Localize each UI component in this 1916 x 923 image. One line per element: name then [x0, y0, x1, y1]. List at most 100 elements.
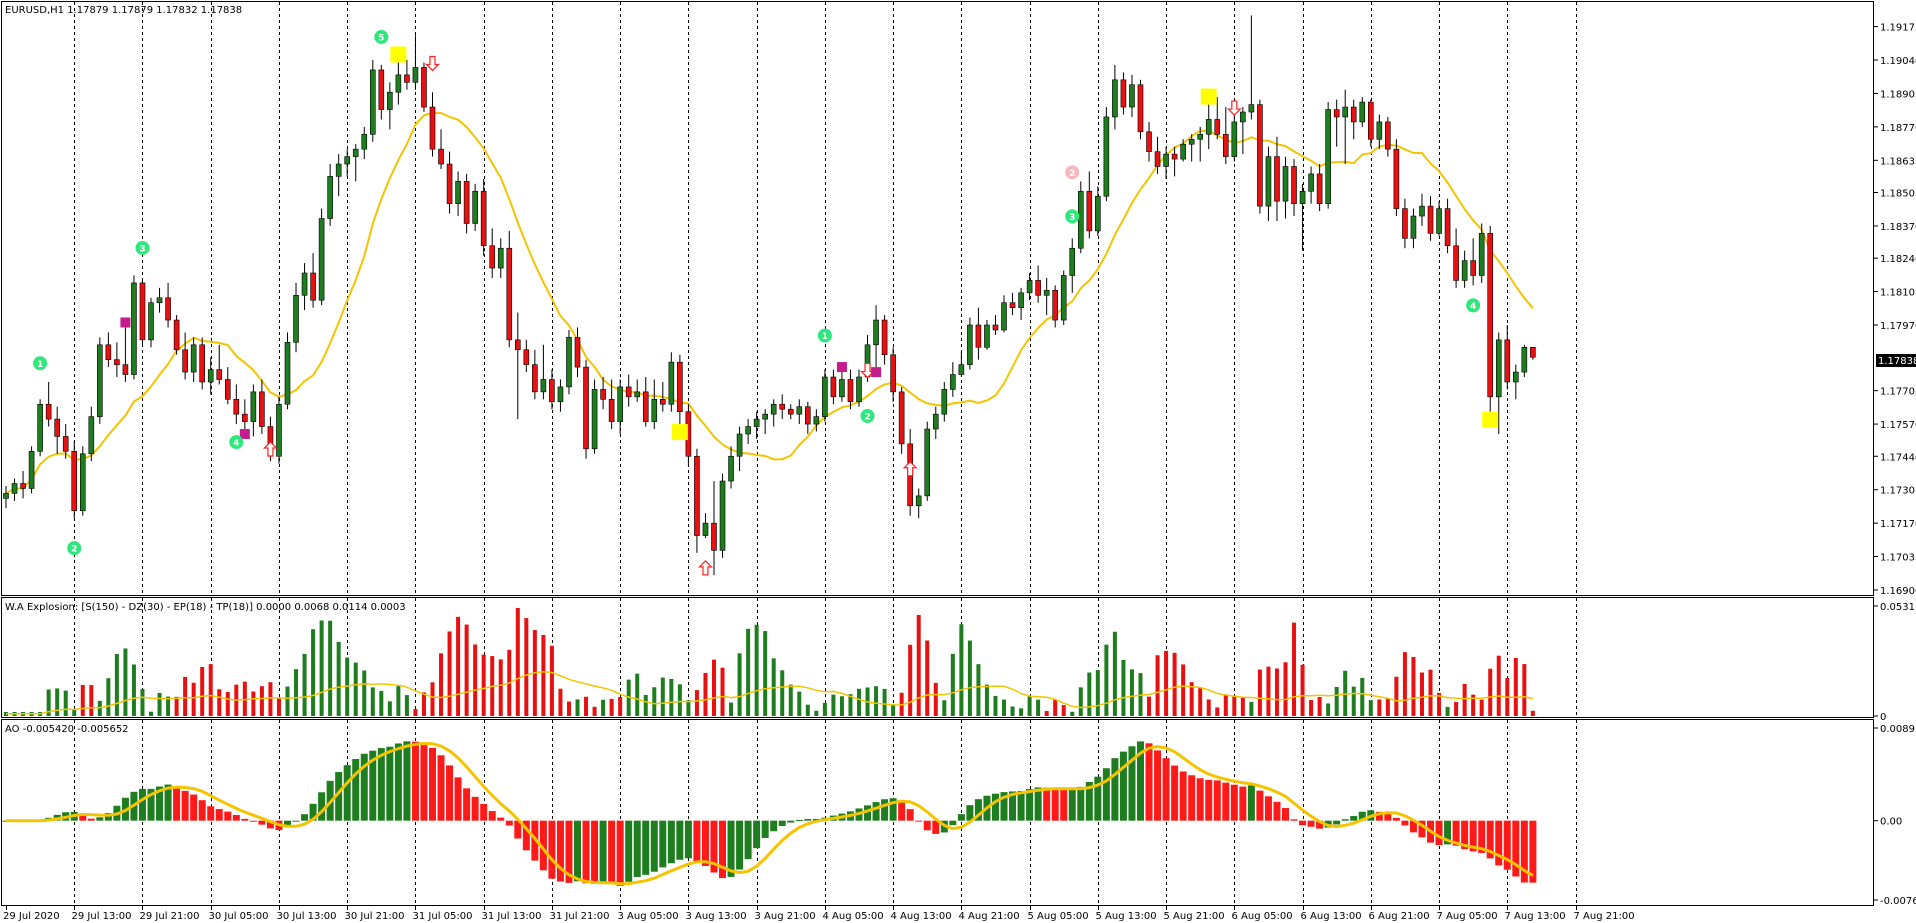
- ao-bar: [1341, 819, 1349, 821]
- explosion-bar: [959, 624, 964, 716]
- explosion-bar: [276, 698, 281, 716]
- ao-bar: [241, 818, 249, 821]
- ao-pane-title: AO -0.005420 -0.005652: [5, 724, 129, 735]
- ao-bar: [1026, 789, 1034, 821]
- time-label: 3 Aug 05:00: [618, 911, 679, 922]
- magenta-square-marker: [120, 317, 131, 328]
- explosion-bar: [891, 704, 896, 716]
- ao-bar: [1392, 817, 1400, 821]
- explosion-bar: [1164, 650, 1169, 716]
- ao-bar: [190, 794, 198, 821]
- price-pane[interactable]: EURUSD,H1 1.17879 1.17879 1.17832 1.1783…: [1, 1, 1916, 598]
- ao-bar: [719, 820, 727, 879]
- explosion-bar: [1292, 622, 1297, 716]
- candle-bear: [1146, 131, 1152, 152]
- explosion-bar: [114, 653, 119, 716]
- candle-bull: [668, 361, 675, 405]
- candle-bear: [830, 376, 837, 398]
- explosion-bar: [1232, 695, 1237, 716]
- explosion-bar: [1036, 699, 1041, 716]
- moving-average-line: [5, 112, 1534, 495]
- explosion-bar: [191, 682, 196, 716]
- wave-number-marker: [374, 29, 389, 44]
- candle-bear: [1333, 109, 1340, 118]
- time-label: 30 Jul 21:00: [345, 911, 405, 922]
- candle-bull: [591, 389, 598, 450]
- ao-bar: [266, 820, 274, 829]
- explosion-bar: [746, 628, 751, 716]
- candle-bull: [190, 344, 197, 373]
- ao-bar: [1171, 765, 1179, 821]
- candle-bear: [514, 339, 521, 351]
- explosion-bar: [984, 684, 989, 716]
- ao-bar: [1077, 786, 1085, 821]
- ao-bar: [1316, 820, 1324, 829]
- explosion-bar: [1172, 652, 1177, 716]
- ao-bar: [957, 814, 965, 821]
- ao-bar: [505, 820, 513, 826]
- explosion-bar: [857, 688, 861, 716]
- candle-bull: [327, 176, 333, 219]
- ao-pane[interactable]: AO -0.005420 -0.005652 0.008953 0.00 -0.00…: [1, 719, 1916, 908]
- candle-bear: [173, 319, 180, 351]
- explosion-bar: [1488, 668, 1493, 716]
- explosion-bar: [1377, 699, 1382, 716]
- ao-bar: [138, 788, 146, 821]
- candle-bear: [182, 349, 188, 373]
- explosion-bar: [993, 695, 998, 716]
- explosion-bar: [362, 670, 367, 716]
- explosion-bar: [1061, 705, 1066, 716]
- ao-bar: [1000, 792, 1008, 821]
- candle-bear: [310, 272, 316, 301]
- explosion-bar: [464, 624, 469, 716]
- candle-bull: [1478, 233, 1485, 276]
- explosion-bar: [1181, 664, 1186, 716]
- price-tick-label: 1.17705: [1880, 387, 1916, 398]
- explosion-bar: [541, 634, 546, 716]
- ao-bar: [343, 765, 351, 821]
- candle-bear: [1368, 101, 1374, 140]
- candle-bull: [79, 453, 86, 512]
- candle-bear: [446, 163, 453, 204]
- ao-bar: [1136, 741, 1144, 821]
- candle-bear: [805, 406, 811, 425]
- time-label: 5 Aug 05:00: [1028, 911, 1089, 922]
- price-tick-label: 1.17570: [1880, 420, 1916, 431]
- explosion-bar: [1240, 697, 1245, 716]
- explosion-bar: [1326, 703, 1331, 716]
- time-label: 4 Aug 21:00: [959, 911, 1020, 922]
- wave-number-marker: [1065, 209, 1080, 224]
- candle-bear: [54, 418, 60, 437]
- candle-bear: [404, 74, 410, 83]
- explosion-grid: [74, 598, 1577, 717]
- explosion-bar: [1274, 668, 1279, 716]
- ao-bar: [804, 819, 812, 821]
- candle-bear: [549, 379, 555, 403]
- time-label: 31 Jul 13:00: [482, 911, 542, 922]
- candle-bull: [873, 319, 879, 346]
- candle-bear: [1393, 148, 1400, 209]
- wave-number-marker: [229, 435, 244, 450]
- ao-bar: [480, 804, 488, 821]
- candle-bear: [677, 361, 683, 412]
- explosion-bar: [97, 700, 102, 716]
- ao-bar: [1358, 811, 1366, 821]
- explosion-pane[interactable]: W.A Explosion: [S(150) - DZ(30) - EP(18)…: [1, 597, 1916, 724]
- ao-bar: [429, 747, 436, 821]
- ao-bar: [463, 788, 471, 821]
- explosion-bar: [456, 616, 461, 716]
- explosion-bar: [788, 684, 793, 716]
- explosion-bar: [123, 648, 128, 716]
- candle-bear: [1291, 166, 1297, 204]
- explosion-bar: [430, 682, 435, 716]
- wave-number-label: 4: [233, 439, 239, 449]
- candle-bull: [361, 134, 368, 150]
- price-axis: 1.19175 1.19040 1.18905 1.18770 1.18635 1.185…: [1874, 23, 1916, 597]
- ao-bar: [1102, 768, 1110, 821]
- candle-bull: [1325, 109, 1331, 204]
- ao-bar: [258, 820, 266, 825]
- ao-bar: [224, 811, 232, 821]
- candle-bear: [1470, 260, 1476, 276]
- explosion-bar: [720, 667, 725, 716]
